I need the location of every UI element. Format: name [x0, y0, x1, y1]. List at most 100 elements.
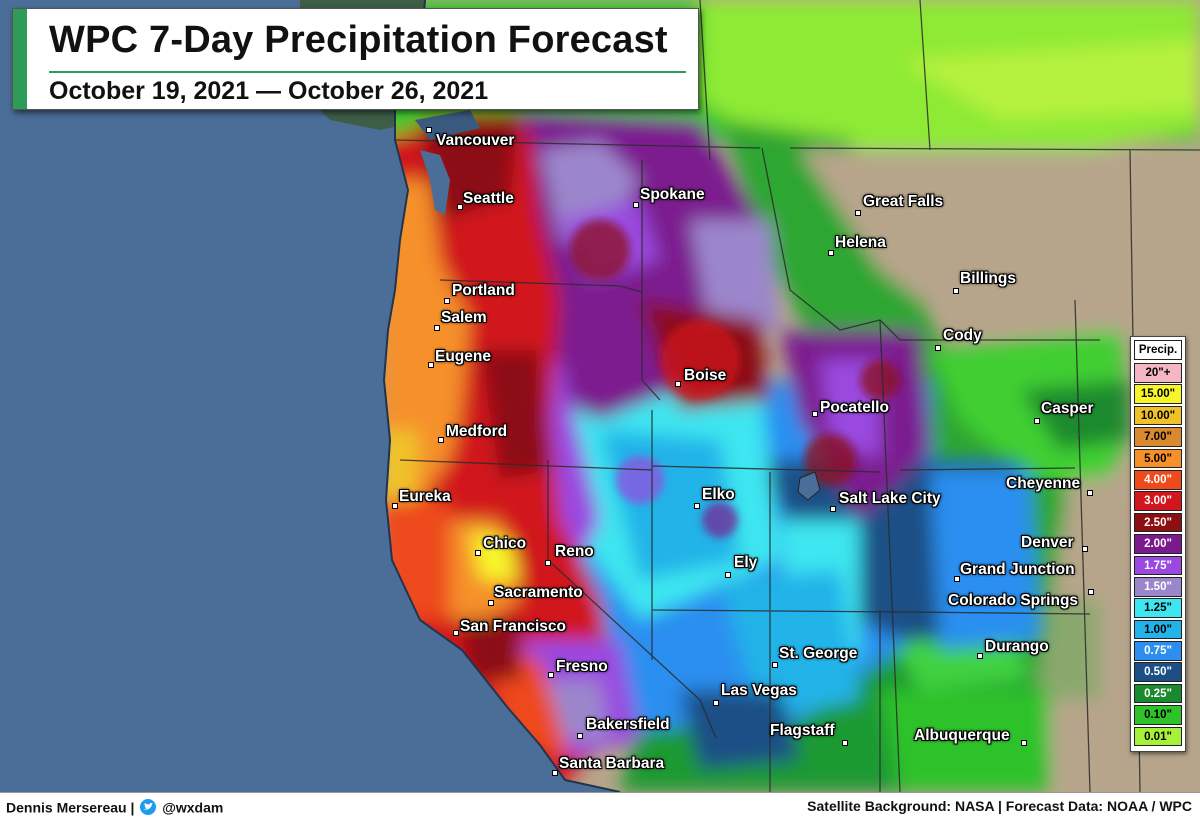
city-marker: [772, 662, 778, 668]
city-marker: [812, 411, 818, 417]
city-label: Salem: [441, 309, 487, 326]
city-label: Spokane: [640, 186, 705, 203]
legend-item: 1.00": [1134, 619, 1182, 640]
city-marker: [428, 362, 434, 368]
city-marker: [855, 210, 861, 216]
title-accent-bar: [13, 9, 27, 109]
city-label: Eugene: [435, 348, 491, 365]
city-marker: [633, 202, 639, 208]
precip-legend: Precip. 20"+ 15.00" 10.00" 7.00" 5.00" 4.00" 3…: [1130, 336, 1186, 753]
city-label: Colorado Springs: [948, 592, 1079, 609]
footer-credit-author: Dennis Mersereau | @wxdam: [6, 798, 224, 816]
legend-items: 20"+ 15.00" 10.00" 7.00" 5.00" 4.00" 3.00" 2.50…: [1134, 363, 1182, 747]
city-label: Casper: [1041, 400, 1094, 417]
footer-data-credits: Satellite Background: NASA | Forecast Da…: [807, 798, 1192, 814]
city-marker: [953, 288, 959, 294]
city-label: Grand Junction: [960, 561, 1075, 578]
twitter-handle: @wxdam: [162, 799, 224, 816]
title-box: WPC 7-Day Precipitation Forecast October…: [12, 8, 699, 110]
city-marker: [577, 733, 583, 739]
city-marker: [475, 550, 481, 556]
city-label: Denver: [1021, 534, 1074, 551]
city-label: Medford: [446, 423, 508, 440]
city-label: Portland: [452, 282, 515, 299]
city-marker: [954, 576, 960, 582]
city-label: St. George: [779, 645, 858, 662]
city-label: Bakersfield: [586, 716, 670, 733]
legend-item: 10.00": [1134, 405, 1182, 426]
city-marker: [426, 127, 432, 133]
city-marker: [675, 381, 681, 387]
legend-item: 20"+: [1134, 363, 1182, 383]
city-marker: [725, 572, 731, 578]
coastline: [382, 0, 621, 793]
city-marker: [1088, 589, 1094, 595]
legend-item: 7.00": [1134, 427, 1182, 447]
legend-item: 2.50": [1134, 512, 1182, 533]
city-label: San Francisco: [460, 618, 566, 635]
city-marker: [392, 503, 398, 509]
author-name: Dennis Mersereau |: [6, 799, 135, 816]
city-marker: [830, 506, 836, 512]
legend-item: 1.75": [1134, 555, 1182, 576]
city-label: Boise: [684, 367, 727, 384]
legend-item: 15.00": [1134, 384, 1182, 404]
city-marker: [1021, 740, 1027, 746]
legend-item: 0.75": [1134, 641, 1182, 661]
great-salt-lake: [797, 471, 821, 501]
city-marker: [713, 700, 719, 706]
legend-title: Precip.: [1134, 340, 1182, 360]
map-subtitle: October 19, 2021 — October 26, 2021: [49, 77, 489, 105]
city-marker: [453, 630, 459, 636]
city-label: Seattle: [463, 190, 514, 207]
city-marker: [694, 503, 700, 509]
twitter-bird-icon: [140, 799, 157, 816]
land-layer: [384, 0, 1200, 792]
legend-item: 2.00": [1134, 534, 1182, 554]
city-label: Sacramento: [494, 584, 583, 601]
legend-item: 0.10": [1134, 705, 1182, 725]
city-label: Flagstaff: [770, 722, 835, 739]
legend-item: 0.50": [1134, 662, 1182, 683]
city-label: Reno: [555, 543, 594, 560]
city-marker: [552, 770, 558, 776]
city-marker: [457, 204, 463, 210]
legend-item: 4.00": [1134, 469, 1182, 490]
city-marker: [1087, 490, 1093, 496]
legend-item: 0.01": [1134, 726, 1182, 747]
city-marker: [548, 672, 554, 678]
city-label: Pocatello: [820, 399, 889, 416]
city-label: Cheyenne: [1006, 475, 1081, 492]
city-marker: [1034, 418, 1040, 424]
city-label: Elko: [702, 486, 735, 503]
title-divider: [49, 71, 686, 73]
legend-item: 5.00": [1134, 448, 1182, 469]
legend-item: 1.50": [1134, 576, 1182, 597]
city-marker: [545, 560, 551, 566]
city-label: Santa Barbara: [559, 755, 665, 772]
city-marker: [828, 250, 834, 256]
city-label: Ely: [734, 554, 758, 571]
city-label: Billings: [960, 270, 1016, 287]
city-marker: [488, 600, 494, 606]
city-label: Salt Lake City: [839, 490, 941, 507]
city-marker: [444, 298, 450, 304]
footer-bar: Dennis Mersereau | @wxdam Satellite Back…: [0, 792, 1200, 820]
city-label: Vancouver: [436, 132, 515, 149]
city-marker: [842, 740, 848, 746]
city-label: Helena: [835, 234, 886, 251]
map-title: WPC 7-Day Precipitation Forecast: [49, 19, 668, 61]
city-label: Fresno: [556, 658, 608, 675]
city-label: Eureka: [399, 488, 451, 505]
city-marker: [935, 345, 941, 351]
city-marker: [438, 437, 444, 443]
city-label: Great Falls: [863, 193, 944, 210]
legend-item: 3.00": [1134, 491, 1182, 511]
legend-item: 1.25": [1134, 598, 1182, 618]
city-label: Durango: [985, 638, 1049, 655]
puget-sound: [420, 150, 450, 215]
city-label: Las Vegas: [721, 682, 797, 699]
city-label: Albuquerque: [914, 727, 1010, 744]
